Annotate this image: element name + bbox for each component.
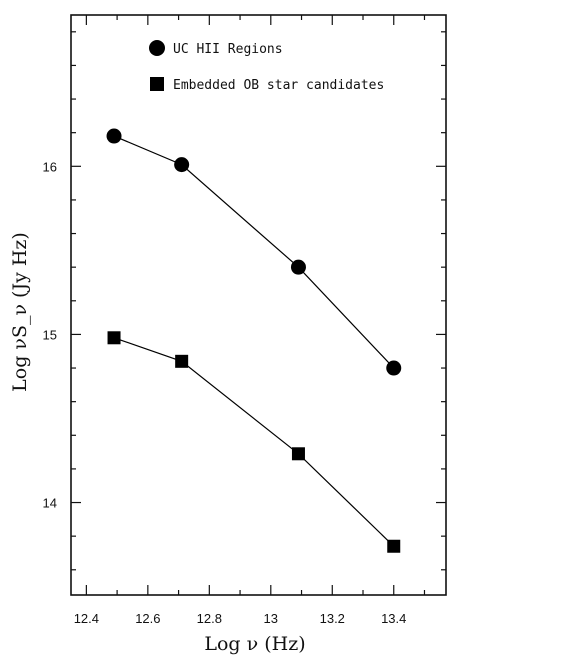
legend-circle-marker [149, 40, 165, 56]
x-tick-label: 12.6 [135, 611, 160, 626]
data-point-circle [290, 259, 306, 275]
data-point-circle [174, 157, 190, 173]
series-layer [106, 128, 402, 553]
x-tick-label: 13 [264, 611, 278, 626]
data-point-circle [106, 128, 122, 144]
data-point-square [107, 331, 121, 345]
y-tick-label: 15 [43, 327, 57, 342]
data-point-square [175, 354, 189, 368]
data-point-square [387, 539, 401, 553]
data-point-circle [386, 360, 402, 376]
x-axis-title: Log ν (Hz) [204, 633, 305, 655]
series-2 [107, 331, 401, 553]
legend-label-embedded-ob: Embedded OB star candidates [173, 78, 384, 93]
series-line [113, 135, 395, 369]
x-tick-label: 13.4 [381, 611, 406, 626]
series-line [113, 337, 395, 547]
y-tick-label: 14 [43, 496, 57, 511]
legend-label-uc-hii: UC HII Regions [173, 42, 283, 57]
axis-ticks [71, 15, 446, 595]
x-tick-label: 12.8 [197, 611, 222, 626]
x-tick-label: 12.4 [74, 611, 99, 626]
series-1 [106, 128, 402, 376]
legend-square-marker [150, 77, 164, 91]
plot-frame [70, 14, 447, 596]
legend: UC HII Regions Embedded OB star candidat… [149, 40, 384, 93]
x-tick-label: 13.2 [320, 611, 345, 626]
axis-tick-labels: 12.4 12.6 12.8 13 13.2 13.4 14 15 16 [43, 159, 407, 626]
y-axis-title: Log νS_ν (Jy Hz) [9, 232, 31, 392]
y-tick-label: 16 [43, 159, 57, 174]
data-point-square [291, 447, 305, 461]
